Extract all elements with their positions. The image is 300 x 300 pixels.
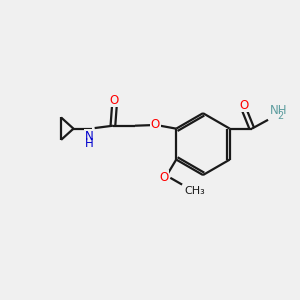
Text: O: O: [159, 171, 169, 184]
Text: N: N: [84, 130, 93, 142]
Text: CH₃: CH₃: [184, 186, 205, 196]
Text: H: H: [84, 137, 93, 151]
Text: O: O: [240, 99, 249, 112]
Text: NH: NH: [269, 104, 287, 118]
Text: 2: 2: [278, 111, 284, 121]
Text: O: O: [110, 94, 119, 107]
Text: O: O: [151, 118, 160, 131]
